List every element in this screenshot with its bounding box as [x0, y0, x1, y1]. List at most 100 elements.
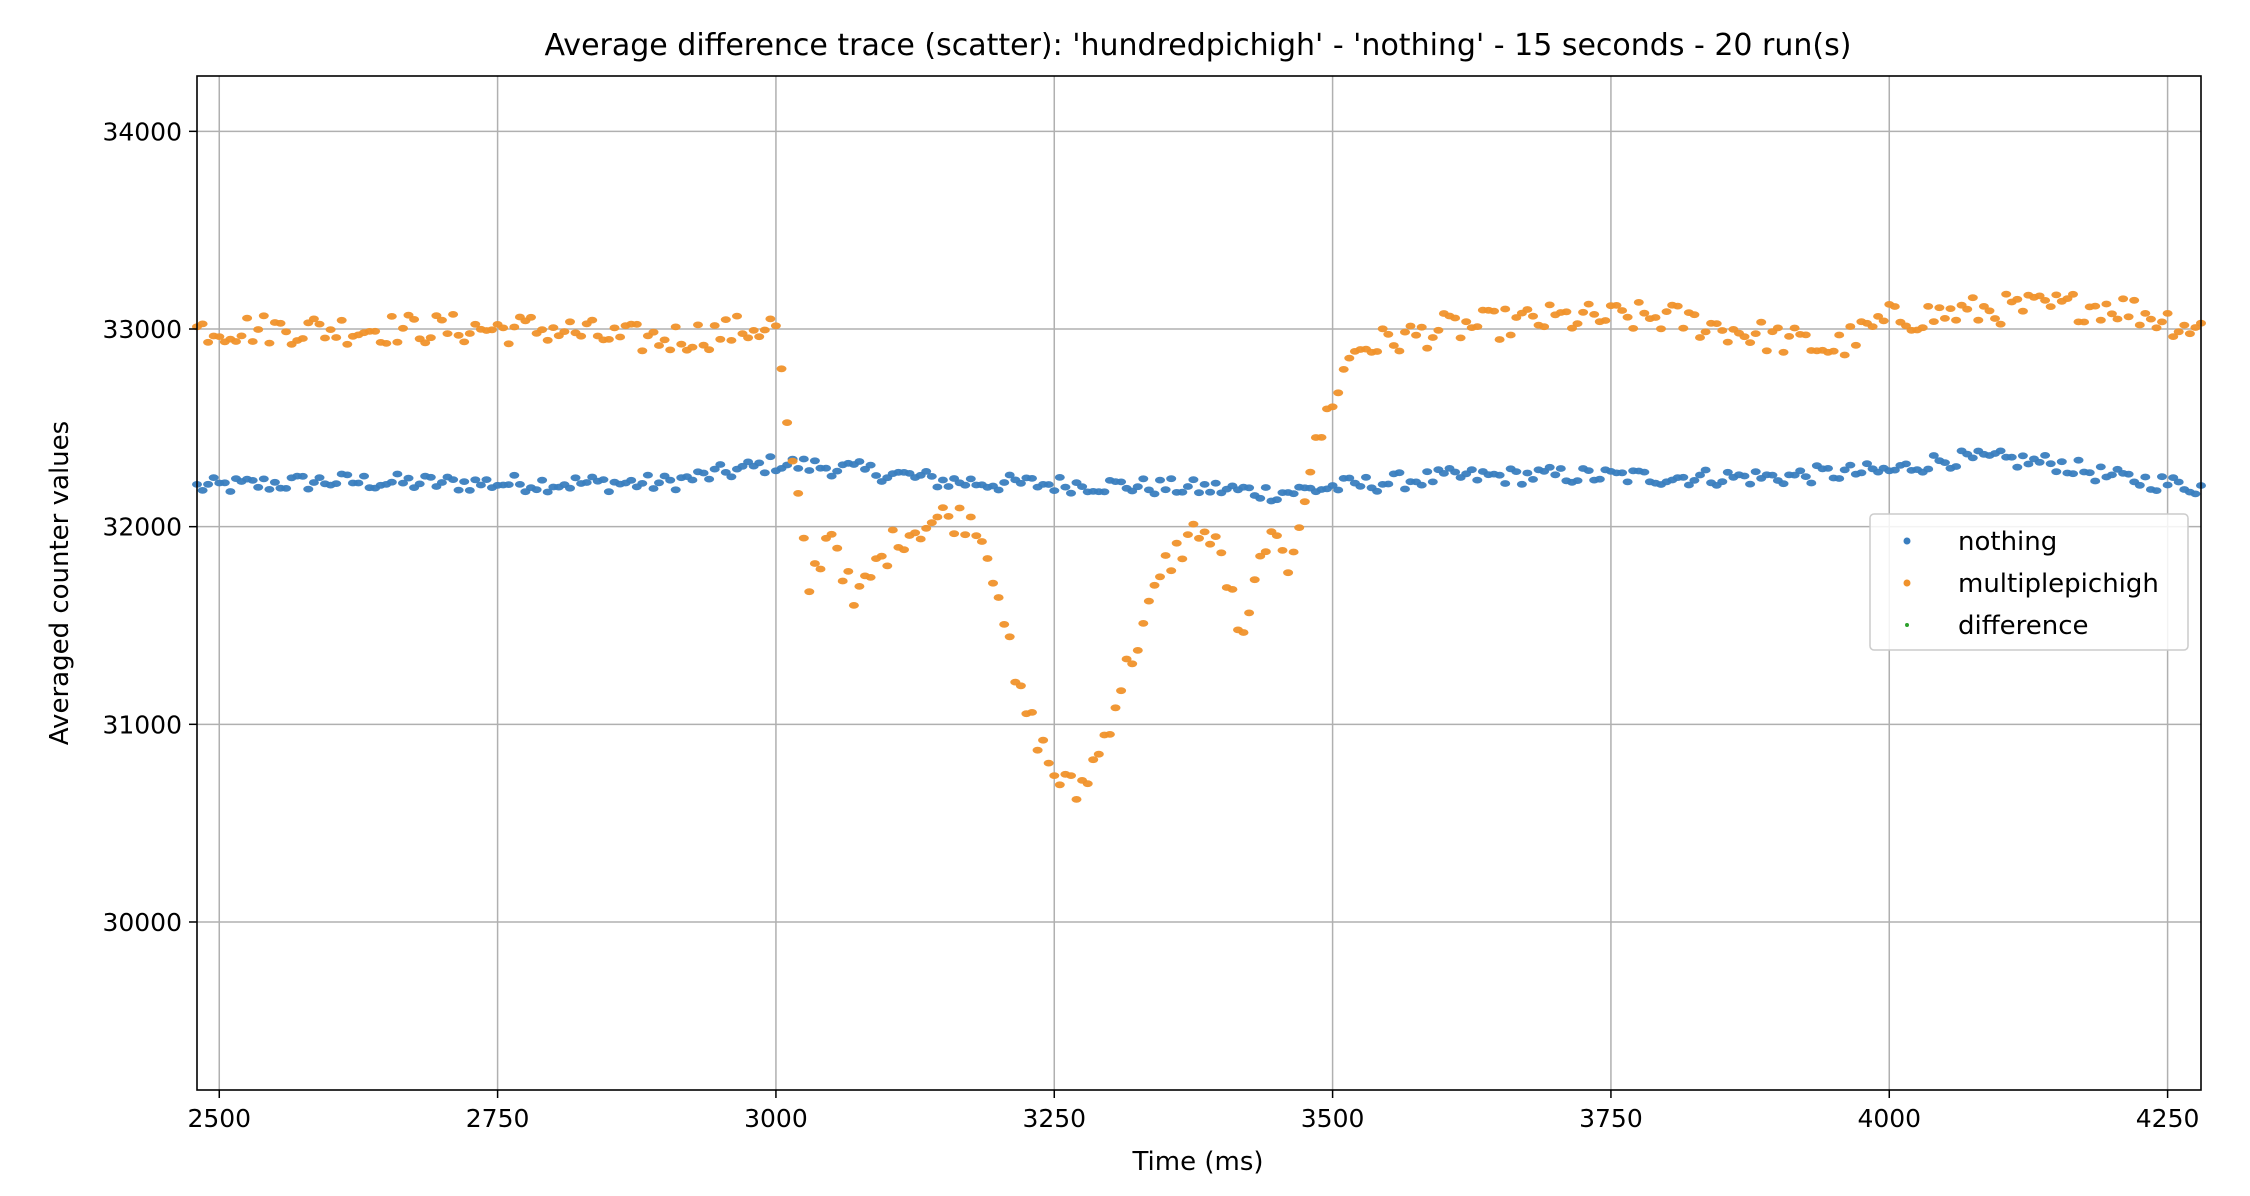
point-multiplepichigh	[214, 333, 225, 340]
point-nothing	[1066, 489, 1076, 497]
point-nothing	[2045, 460, 2056, 468]
point-multiplepichigh	[848, 602, 859, 609]
point-nothing	[258, 475, 269, 483]
point-nothing	[1856, 469, 1867, 477]
point-multiplepichigh	[231, 338, 241, 345]
point-multiplepichigh	[770, 322, 781, 330]
legend-label-difference: difference	[1958, 611, 2089, 641]
point-nothing	[1522, 469, 1533, 477]
point-nothing	[2157, 473, 2167, 481]
point-multiplepichigh	[1739, 333, 1750, 341]
point-multiplepichigh	[1372, 348, 1383, 355]
point-multiplepichigh	[2118, 295, 2129, 303]
point-multiplepichigh	[1505, 331, 1516, 339]
point-multiplepichigh	[1450, 314, 1461, 322]
point-multiplepichigh	[654, 342, 664, 349]
point-nothing	[1049, 487, 1060, 494]
point-multiplepichigh	[498, 324, 509, 332]
y-tick-label: 31000	[102, 710, 182, 739]
point-multiplepichigh	[331, 334, 342, 341]
point-multiplepichigh	[1834, 331, 1845, 339]
point-multiplepichigh	[1121, 655, 1132, 663]
point-nothing	[514, 481, 525, 488]
point-multiplepichigh	[565, 318, 575, 326]
point-multiplepichigh	[954, 504, 965, 512]
point-nothing	[598, 476, 609, 483]
point-multiplepichigh	[548, 324, 559, 331]
point-multiplepichigh	[2168, 333, 2179, 340]
point-multiplepichigh	[1400, 328, 1410, 336]
point-multiplepichigh	[1700, 328, 1711, 336]
point-nothing	[1800, 473, 1811, 480]
point-multiplepichigh	[1567, 324, 1577, 332]
point-nothing	[871, 472, 882, 479]
x-tick-label: 2750	[466, 1104, 530, 1133]
point-multiplepichigh	[1127, 660, 1138, 668]
point-nothing	[503, 481, 514, 488]
point-nothing	[353, 479, 364, 487]
point-nothing	[208, 474, 219, 481]
point-multiplepichigh	[559, 328, 570, 335]
point-multiplepichigh	[854, 583, 865, 590]
point-nothing	[414, 480, 425, 488]
point-nothing	[1182, 483, 1193, 490]
point-nothing	[1494, 471, 1505, 479]
point-multiplepichigh	[1939, 315, 1950, 322]
point-nothing	[654, 479, 664, 487]
y-axis-label: Averaged counter values	[45, 421, 75, 745]
point-multiplepichigh	[837, 577, 848, 585]
point-multiplepichigh	[793, 490, 804, 497]
point-multiplepichigh	[1138, 620, 1149, 627]
point-nothing	[331, 480, 342, 487]
point-nothing	[253, 483, 264, 491]
x-tick-label: 3000	[744, 1104, 808, 1133]
point-multiplepichigh	[2145, 315, 2156, 323]
point-multiplepichigh	[2090, 302, 2101, 310]
point-multiplepichigh	[1383, 330, 1394, 338]
point-multiplepichigh	[1750, 330, 1761, 337]
point-nothing	[921, 468, 932, 475]
point-multiplepichigh	[1116, 687, 1127, 695]
point-nothing	[715, 461, 726, 468]
point-nothing	[1901, 460, 1911, 468]
point-multiplepichigh	[1784, 333, 1795, 340]
plot-frame	[196, 75, 2202, 1091]
point-nothing	[1500, 480, 1511, 487]
point-multiplepichigh	[1995, 320, 2006, 328]
point-multiplepichigh	[787, 457, 798, 465]
point-nothing	[1834, 475, 1845, 482]
point-multiplepichigh	[937, 504, 948, 511]
point-nothing	[1617, 469, 1628, 477]
point-multiplepichigh	[865, 574, 876, 581]
point-multiplepichigh	[1216, 549, 1227, 557]
point-nothing	[1361, 473, 1371, 481]
point-nothing	[531, 486, 542, 494]
point-multiplepichigh	[1695, 334, 1705, 341]
point-nothing	[1795, 467, 1806, 475]
point-nothing	[1394, 469, 1405, 477]
point-multiplepichigh	[1622, 313, 1633, 321]
point-multiplepichigh	[1945, 305, 1956, 312]
point-multiplepichigh	[1422, 344, 1433, 352]
point-nothing	[704, 475, 715, 483]
point-multiplepichigh	[1071, 796, 1082, 803]
point-nothing	[203, 480, 214, 488]
point-multiplepichigh	[949, 530, 960, 538]
point-multiplepichigh	[915, 535, 926, 543]
point-multiplepichigh	[882, 562, 893, 570]
point-multiplepichigh	[1867, 323, 1878, 330]
point-multiplepichigh	[804, 588, 815, 596]
point-nothing	[1695, 471, 1705, 479]
point-multiplepichigh	[603, 336, 614, 343]
point-multiplepichigh	[503, 340, 514, 348]
point-multiplepichigh	[342, 340, 353, 348]
point-multiplepichigh	[943, 513, 954, 520]
point-multiplepichigh	[1082, 780, 1093, 788]
point-multiplepichigh	[1244, 609, 1255, 617]
point-multiplepichigh	[999, 621, 1010, 628]
point-nothing	[1383, 480, 1394, 488]
x-tick-label: 4250	[2136, 1104, 2200, 1133]
point-multiplepichigh	[1689, 311, 1700, 319]
point-nothing	[1778, 480, 1789, 488]
point-nothing	[1054, 474, 1065, 481]
